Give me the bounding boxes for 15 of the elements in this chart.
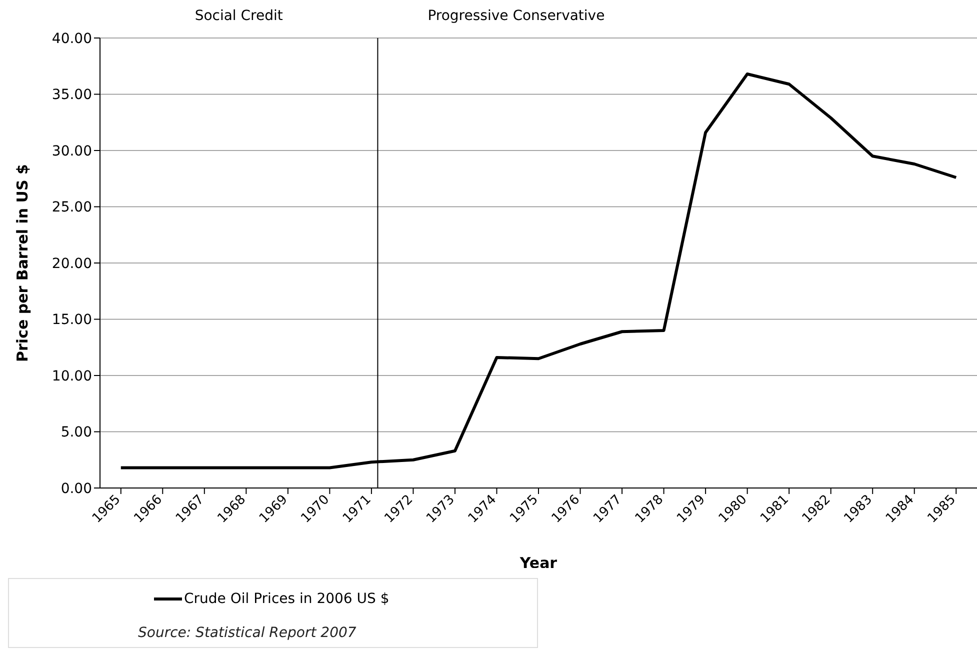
y-tick-label: 20.00 bbox=[52, 256, 92, 272]
y-tick-label: 10.00 bbox=[52, 368, 92, 384]
legend-label: Crude Oil Prices in 2006 US $ bbox=[184, 591, 390, 607]
x-axis-title: Year bbox=[518, 554, 558, 572]
text: Progressive Conservative bbox=[428, 8, 605, 24]
y-tick-label: 25.00 bbox=[52, 200, 92, 216]
y-tick-label: 15.00 bbox=[52, 312, 92, 328]
y-tick-label: 5.00 bbox=[60, 424, 92, 441]
y-tick-label: 35.00 bbox=[52, 87, 92, 104]
y-tick-label: 30.00 bbox=[52, 143, 92, 160]
y-tick-label: 40.00 bbox=[52, 30, 92, 47]
source-note: Source: Statistical Report 2007 bbox=[138, 625, 356, 641]
y-axis-title: Price per Barrel in US $ bbox=[13, 164, 32, 362]
y-tick-label: 0.00 bbox=[60, 480, 92, 497]
text: Social Credit bbox=[194, 8, 284, 24]
